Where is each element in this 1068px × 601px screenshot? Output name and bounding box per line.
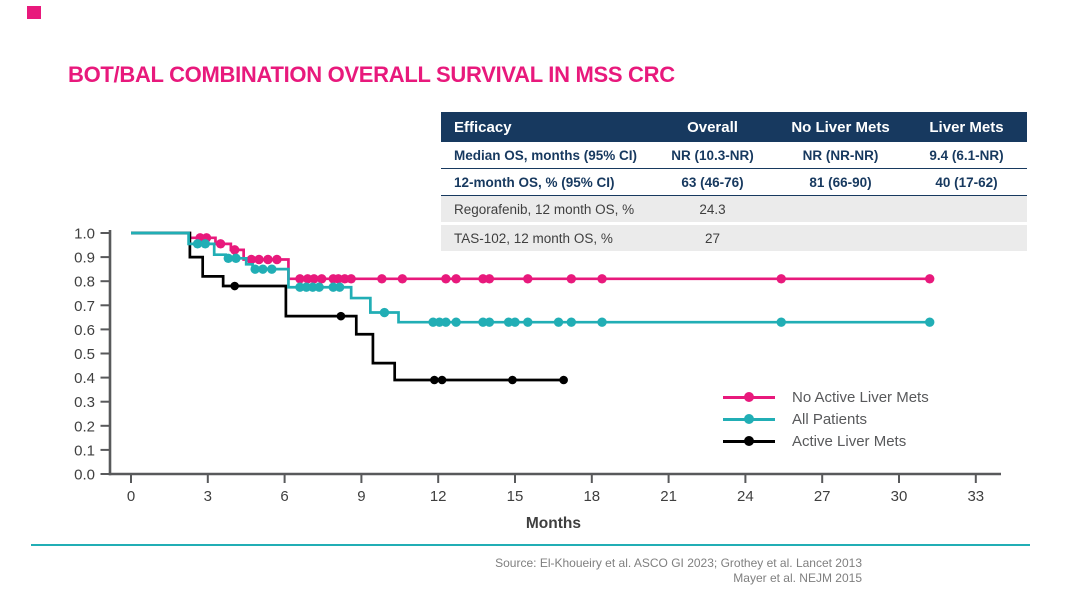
table-row-regorafenib: Regorafenib, 12 month OS, % 24.3 <box>441 195 1027 225</box>
efficacy-table: Efficacy Overall No Liver Mets Liver Met… <box>441 112 1027 254</box>
row-label: Regorafenib, 12 month OS, % <box>441 195 650 225</box>
chart-legend: No Active Liver Mets All Patients Active… <box>723 386 929 452</box>
svg-text:0.1: 0.1 <box>74 442 95 459</box>
legend-item-no-active-liver-mets: No Active Liver Mets <box>723 386 929 408</box>
row-label: Median OS, months (95% CI) <box>441 142 650 169</box>
svg-text:0.4: 0.4 <box>74 370 95 387</box>
cell-liver-mets <box>906 223 1027 254</box>
legend-label: No Active Liver Mets <box>792 388 929 406</box>
brand-accent-square <box>27 6 41 19</box>
row-label: 12-month OS, % (95% CI) <box>441 168 650 196</box>
cell-overall: 63 (46-76) <box>650 168 775 196</box>
cell-overall: 24.3 <box>650 195 775 225</box>
svg-text:0.8: 0.8 <box>74 274 95 291</box>
teal-curve-swatch-icon <box>723 414 775 424</box>
svg-text:12: 12 <box>430 488 447 505</box>
cell-liver-mets: 40 (17-62) <box>906 168 1027 196</box>
svg-text:15: 15 <box>507 488 524 505</box>
source-line-1: Source: El-Khoueiry et al. ASCO GI 2023;… <box>495 556 862 570</box>
cell-no-liver-mets <box>775 223 906 254</box>
svg-text:Months: Months <box>526 515 581 532</box>
table-row-tas-102: TAS-102, 12 month OS, % 27 <box>441 223 1027 254</box>
svg-text:30: 30 <box>891 488 908 505</box>
svg-text:0.3: 0.3 <box>74 394 95 411</box>
svg-text:0.6: 0.6 <box>74 322 95 339</box>
cell-overall: NR (10.3-NR) <box>650 142 775 169</box>
table-row-median-os: Median OS, months (95% CI) NR (10.3-NR) … <box>441 142 1027 169</box>
svg-text:0.2: 0.2 <box>74 418 95 435</box>
svg-text:24: 24 <box>737 488 754 505</box>
header-efficacy: Efficacy <box>441 112 650 142</box>
svg-text:0.9: 0.9 <box>74 250 95 267</box>
cell-liver-mets <box>906 195 1027 225</box>
svg-text:0: 0 <box>127 488 135 505</box>
svg-text:0.5: 0.5 <box>74 346 95 363</box>
svg-text:27: 27 <box>814 488 831 505</box>
legend-label: Active Liver Mets <box>792 432 907 450</box>
footer-divider-line <box>31 544 1030 546</box>
svg-text:0.0: 0.0 <box>74 467 95 484</box>
efficacy-table-header-row: Efficacy Overall No Liver Mets Liver Met… <box>441 112 1027 142</box>
svg-text:0.7: 0.7 <box>74 298 95 315</box>
table-row-12-month-os: 12-month OS, % (95% CI) 63 (46-76) 81 (6… <box>441 168 1027 196</box>
header-no-liver-mets: No Liver Mets <box>775 112 906 142</box>
legend-label: All Patients <box>792 410 868 428</box>
cell-no-liver-mets: NR (NR-NR) <box>775 142 906 169</box>
header-liver-mets: Liver Mets <box>906 112 1027 142</box>
svg-text:3: 3 <box>204 488 212 505</box>
source-line-2: Mayer et al. NEJM 2015 <box>733 571 862 585</box>
page-title: BOT/BAL COMBINATION OVERALL SURVIVAL IN … <box>68 62 675 87</box>
black-curve-swatch-icon <box>723 436 775 446</box>
pink-curve-swatch-icon <box>723 392 775 402</box>
header-overall: Overall <box>650 112 775 142</box>
source-citation: Source: El-Khoueiry et al. ASCO GI 2023;… <box>380 556 862 586</box>
svg-text:9: 9 <box>357 488 365 505</box>
legend-item-active-liver-mets: Active Liver Mets <box>723 430 929 452</box>
svg-text:6: 6 <box>280 488 288 505</box>
svg-text:18: 18 <box>583 488 600 505</box>
svg-text:33: 33 <box>967 488 984 505</box>
cell-no-liver-mets: 81 (66-90) <box>775 168 906 196</box>
cell-overall: 27 <box>650 223 775 254</box>
legend-item-all-patients: All Patients <box>723 408 929 430</box>
row-label: TAS-102, 12 month OS, % <box>441 223 650 254</box>
svg-text:21: 21 <box>660 488 677 505</box>
cell-no-liver-mets <box>775 195 906 225</box>
svg-text:1.0: 1.0 <box>74 226 95 243</box>
cell-liver-mets: 9.4 (6.1-NR) <box>906 142 1027 169</box>
